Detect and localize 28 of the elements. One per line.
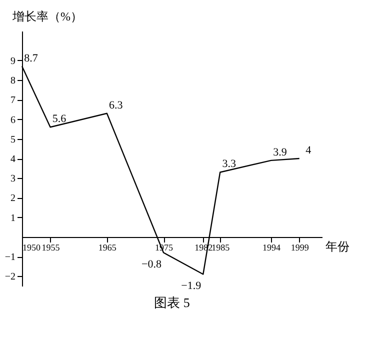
y-tick-label: 2 [10,193,16,204]
data-label: 3.3 [222,158,236,170]
x-tick-label: 1994 [262,242,282,252]
data-label: 3.9 [273,146,288,158]
y-tick-label: 7 [10,95,16,106]
x-tick-label: 1955 [42,242,60,252]
data-label: 5.6 [52,113,67,126]
y-tick-label: 9 [10,56,16,67]
y-tick-label: −2 [4,272,16,283]
y-axis-title: 增长率（%） [12,10,82,24]
x-tick-label: 1965 [98,242,117,252]
data-label: 6.3 [109,99,124,112]
x-tick-label: 1950 [22,242,41,252]
x-tick-label: 1985 [212,242,230,252]
y-tick-label: 4 [10,154,16,165]
y-tick-label: 6 [10,114,16,126]
data-label: 4 [306,144,312,156]
y-tick-label: 8 [10,76,16,87]
data-label: 8.7 [24,52,38,64]
y-tick-label: 3 [10,174,16,185]
y-tick-label: 5 [10,134,16,146]
y-tick-label: 1 [10,212,16,224]
x-tick-label: 1999 [290,242,310,252]
text: 图表 5 [154,295,190,310]
data-label: −0.8 [142,258,162,271]
x-axis-title: 年份 [326,239,350,254]
y-tick-label: −1 [4,252,16,264]
data-label: −1.9 [181,280,202,292]
